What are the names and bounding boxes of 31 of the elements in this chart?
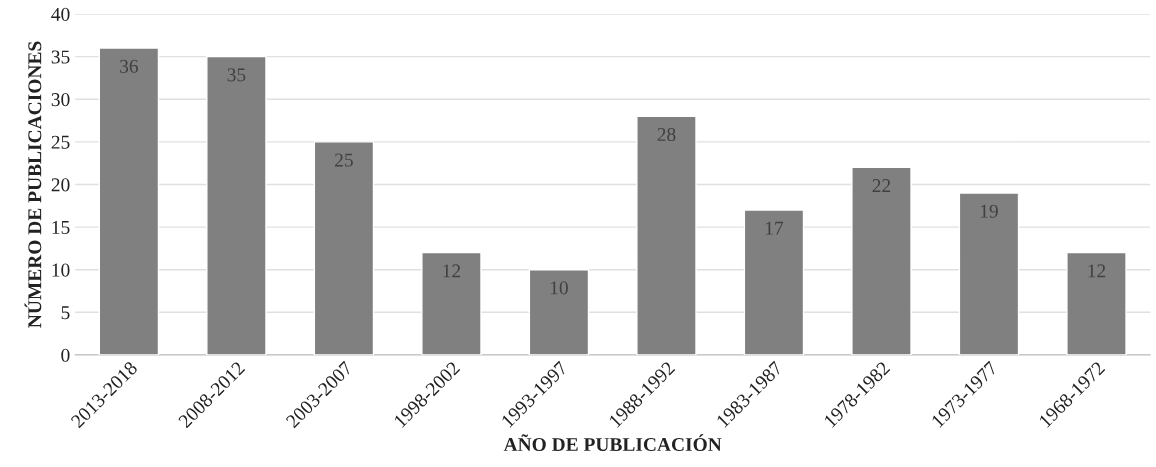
y-tick-label: 40 <box>51 7 70 21</box>
data-label: 35 <box>227 68 246 82</box>
data-label: 10 <box>550 281 568 295</box>
y-tick-label: 35 <box>51 50 70 64</box>
data-label: 17 <box>765 221 784 235</box>
bar <box>528 268 590 355</box>
data-label: 25 <box>335 153 353 167</box>
bar <box>1066 251 1127 355</box>
bar <box>958 192 1020 355</box>
y-tick-label: 5 <box>61 306 70 320</box>
bar <box>421 251 482 355</box>
data-label: 19 <box>980 204 998 218</box>
y-tick-label: 25 <box>51 135 70 149</box>
bar <box>98 47 160 355</box>
bar <box>313 141 375 355</box>
y-tick-label: 15 <box>52 220 70 235</box>
data-label: 36 <box>120 59 139 73</box>
bar <box>851 166 912 355</box>
data-label: 28 <box>657 127 676 142</box>
data-label: 12 <box>1088 264 1106 278</box>
y-tick-label: 20 <box>51 178 70 192</box>
bar <box>636 115 697 355</box>
y-tick-label: 0 <box>61 348 70 362</box>
y-axis-title: NÚMERO DE PUBLICACIONES <box>24 41 42 328</box>
y-tick-label: 10 <box>52 263 70 277</box>
y-tick-label: 30 <box>51 93 70 107</box>
bar <box>206 55 267 355</box>
data-label: 12 <box>443 264 461 278</box>
x-axis-title: AÑO DE PUBLICACIÓN <box>503 434 722 452</box>
bar <box>743 209 805 355</box>
data-label: 22 <box>872 179 891 192</box>
